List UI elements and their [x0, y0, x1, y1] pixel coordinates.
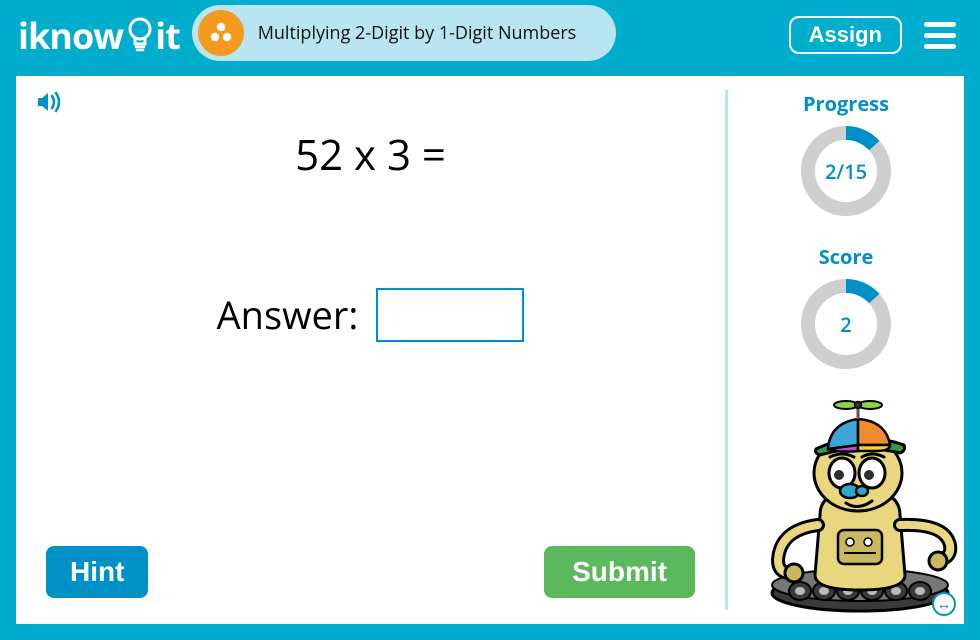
answer-row: Answer: [46, 288, 695, 342]
submit-button[interactable]: Submit [544, 546, 695, 598]
progress-ring: 2/15 [796, 121, 896, 221]
menu-icon[interactable] [920, 18, 960, 53]
stats-panel: Progress 2/15 Score 2 ↔ [728, 76, 964, 624]
brand-logo[interactable]: iknow it [18, 11, 180, 60]
expand-icon[interactable]: ↔ [932, 592, 956, 616]
lesson-level-icon [198, 10, 244, 56]
brand-text-2: it [155, 11, 180, 60]
question-expression: 52 x 3 = [46, 126, 695, 183]
answer-label: Answer: [217, 289, 359, 341]
lesson-title: Multiplying 2-Digit by 1-Digit Numbers [258, 21, 577, 45]
assign-button[interactable]: Assign [789, 16, 902, 54]
score-value: 2 [796, 274, 896, 374]
lightbulb-icon [127, 17, 153, 53]
audio-icon[interactable] [36, 90, 64, 119]
question-panel: 52 x 3 = Answer: Hint Submit [16, 76, 725, 624]
progress-label: Progress [803, 90, 889, 117]
lesson-pill: Multiplying 2-Digit by 1-Digit Numbers [192, 5, 617, 61]
score-label: Score [819, 243, 874, 270]
hint-button[interactable]: Hint [46, 546, 148, 598]
brand-text-1: iknow [18, 11, 123, 60]
robot-mascot [750, 395, 970, 620]
app-root: iknow it Multiplying 2-Digit by 1-Di [0, 0, 980, 640]
score-ring: 2 [796, 274, 896, 374]
header-bar: iknow it Multiplying 2-Digit by 1-Di [0, 0, 980, 70]
header-actions: Assign [789, 16, 960, 54]
action-buttons: Hint Submit [46, 546, 695, 604]
progress-value: 2/15 [796, 121, 896, 221]
answer-input[interactable] [376, 288, 524, 342]
content-area: 52 x 3 = Answer: Hint Submit Progress 2/… [16, 76, 964, 624]
